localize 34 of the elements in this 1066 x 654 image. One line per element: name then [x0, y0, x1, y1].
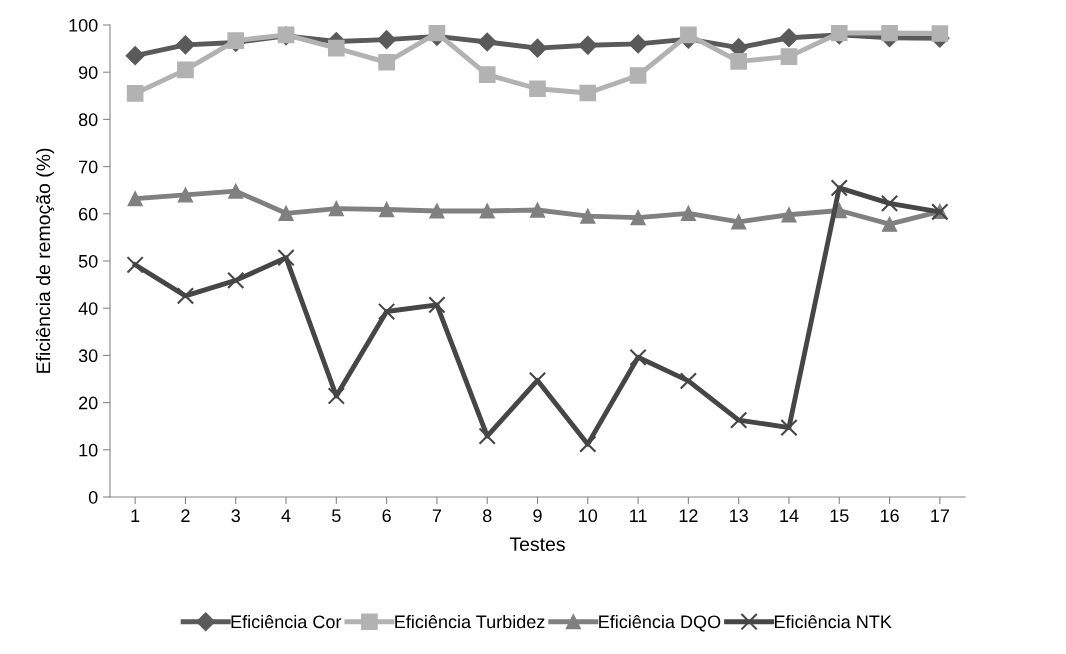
y-tick-label: 70 — [79, 160, 98, 174]
x-tick-label: 14 — [780, 509, 799, 522]
x-axis-title: Testes — [509, 537, 565, 552]
x-tick-label: 2 — [181, 509, 190, 522]
x-tick-label: 9 — [533, 509, 542, 523]
y-axis-title: Eficiência de remoção (%) — [35, 148, 55, 373]
x-tick-label: 5 — [332, 509, 341, 523]
y-tick-label: 10 — [79, 443, 98, 457]
x-tick-label: 3 — [231, 509, 240, 523]
x-tick-label: 15 — [830, 509, 849, 523]
legend-label: Eficiência DQO — [599, 614, 721, 632]
x-tick-label: 8 — [482, 509, 492, 523]
x-tick-label: 13 — [730, 509, 748, 523]
x-tick-label: 7 — [432, 509, 442, 522]
x-tick-label: 10 — [579, 509, 598, 523]
y-tick-label: 20 — [79, 396, 98, 410]
y-tick-label: 60 — [79, 207, 98, 221]
y-tick-label: 40 — [78, 302, 98, 315]
x-tick-label: 12 — [679, 509, 698, 522]
x-tick-label: 4 — [281, 509, 291, 522]
x-tick-label: 11 — [630, 509, 647, 522]
y-tick-label: 90 — [78, 66, 98, 79]
legend-label: Eficiência NTK — [774, 614, 892, 629]
x-tick-label: 6 — [382, 509, 391, 523]
y-tick-label: 100 — [69, 18, 98, 32]
y-tick-label: 50 — [78, 254, 98, 268]
legend-label: Eficiência Turbidez — [395, 614, 545, 629]
x-tick-label: 1 — [131, 509, 140, 522]
y-tick-label: 0 — [88, 490, 98, 504]
legend-label: Eficiência Cor — [231, 614, 342, 629]
y-tick-label: 30 — [78, 349, 98, 363]
x-tick-label: 16 — [880, 509, 899, 523]
y-tick-label: 80 — [78, 113, 98, 127]
x-tick-label: 17 — [931, 509, 949, 522]
